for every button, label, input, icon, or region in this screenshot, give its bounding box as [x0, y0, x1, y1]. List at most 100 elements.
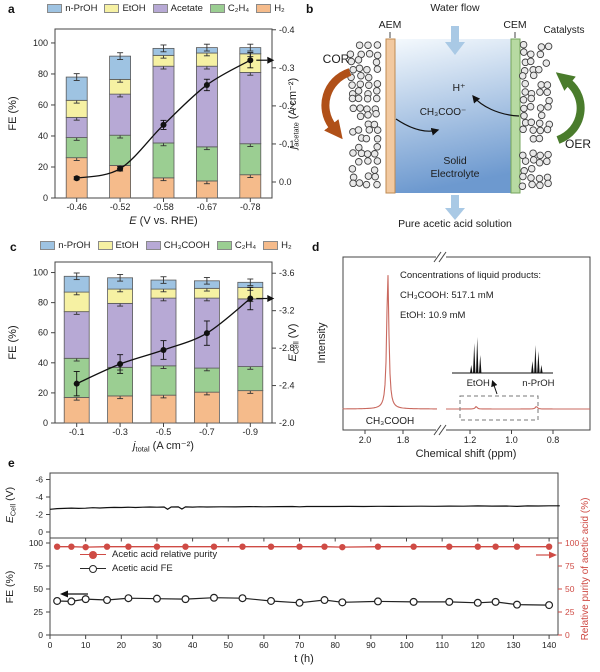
- catalyst-particle-icon: [535, 174, 544, 183]
- y-axis-label-ecell: ECell (V): [4, 487, 18, 523]
- catalyst-particle-icon: [355, 41, 364, 49]
- y-tick: 50: [34, 584, 44, 594]
- catalyst-particle-icon: [527, 94, 536, 103]
- y-tick-left: 100: [33, 38, 48, 48]
- line-point: [117, 361, 124, 368]
- panel-label-d: d: [312, 240, 320, 254]
- bar-segment: [107, 395, 133, 424]
- purity-point: [103, 543, 111, 550]
- catalyst-particle-icon: [521, 79, 529, 88]
- legend-label-acetate: Acetate: [170, 3, 203, 14]
- y-tick-left: 40: [38, 358, 48, 368]
- fe-point: [473, 598, 482, 607]
- legend-panel-e: Acetic acid relative purity Acetic acid …: [80, 549, 217, 574]
- x-tick: 1.0: [505, 435, 518, 445]
- catalyst-particle-icon: [535, 158, 544, 167]
- y-tick-right: -2.0: [279, 418, 295, 428]
- catalyst-particle-icon: [373, 157, 382, 165]
- catalyst-particle-icon: [544, 179, 552, 188]
- left-arrow-icon: [60, 590, 68, 598]
- catalyst-particle-icon: [529, 126, 537, 134]
- y-tick-right: 100: [565, 538, 579, 548]
- legend-item-fe: Acetic acid FE: [80, 563, 217, 574]
- x-axis-label: Chemical shift (ppm): [416, 448, 517, 460]
- catalyst-particle-icon: [365, 81, 373, 89]
- y-tick-left: 20: [38, 162, 48, 172]
- catalyst-particle-icon: [365, 126, 374, 134]
- catalyst-particle-icon: [542, 59, 551, 67]
- fe-point: [545, 601, 554, 610]
- catalyst-particle-icon: [527, 50, 535, 58]
- catalyst-particle-icon: [363, 94, 372, 103]
- x-tick: 120: [471, 640, 485, 650]
- legend-panel-a: n-PrOH EtOH Acetate C₂H₄ H₂: [30, 3, 302, 14]
- catalyst-particle-icon: [355, 179, 364, 187]
- catalyst-particle-icon: [363, 150, 372, 158]
- inset-peak: [534, 345, 537, 373]
- purity-point: [321, 543, 328, 550]
- x-tick: 20: [117, 640, 127, 650]
- purity-point: [296, 543, 303, 550]
- catalyst-particle-icon: [370, 150, 379, 158]
- catalyst-particle-icon: [362, 134, 371, 143]
- panel-label-b: b: [306, 2, 314, 16]
- right-arrow-icon: [549, 551, 557, 559]
- catalyst-particle-icon: [535, 119, 544, 128]
- legend-swatch-acetate: [152, 4, 168, 13]
- aem-membrane: [385, 38, 396, 194]
- catalyst-particle-icon: [349, 179, 357, 188]
- y-tick-right: 75: [565, 561, 575, 571]
- catalyst-particle-icon: [373, 65, 382, 73]
- catalyst-particle-icon: [356, 104, 364, 112]
- inset-peak: [473, 343, 476, 373]
- catalyst-particle-icon: [354, 56, 363, 64]
- y-axis-label-left: FE (%): [7, 96, 19, 130]
- catalyst-particle-icon: [529, 71, 538, 80]
- fe-point: [81, 595, 90, 604]
- catalyst-particle-icon: [371, 172, 379, 181]
- y-tick-right: -0.1: [279, 139, 295, 149]
- y-tick: 25: [34, 607, 44, 617]
- y-tick-left: 60: [38, 100, 48, 110]
- x-axis-label: jtotal (A cm⁻²): [131, 440, 194, 454]
- nmr-trace-baseline: [446, 405, 590, 410]
- catalyst-particle-icon: [354, 126, 363, 134]
- catalyst-particle-icon: [543, 88, 551, 96]
- purity-point: [53, 543, 61, 550]
- inset-peak: [531, 361, 534, 373]
- catalyst-particle-icon: [347, 57, 356, 66]
- catalyst-particle-icon: [362, 180, 371, 189]
- line-point: [247, 57, 254, 64]
- y-tick-right: 25: [565, 607, 575, 617]
- y-axis-label-purity: Relative purity of acetic acid (%): [580, 498, 591, 641]
- panel-d-nmr-chart: 2.0 1.8 1.2 1.0 0.8 EtOH n-PrOH Concentrations …: [316, 251, 591, 460]
- legend-item: EtOH: [104, 3, 146, 14]
- catalyst-particle-icon: [357, 71, 365, 80]
- catalyst-particle-icon: [519, 172, 527, 181]
- purity-point: [239, 543, 246, 550]
- legend-item: n-PrOH: [47, 3, 97, 14]
- catalyst-particle-icon: [349, 149, 357, 157]
- x-tick: -0.67: [197, 202, 218, 212]
- inset-peak: [479, 355, 482, 373]
- product-out-arrow-icon: [445, 195, 465, 220]
- y-tick-left: 20: [38, 388, 48, 398]
- oer-label: OER: [564, 137, 591, 151]
- inset-peak: [470, 365, 473, 373]
- nmr-trace-main-peak: [342, 275, 437, 410]
- catalyst-particles-right: [518, 40, 554, 190]
- right-arrow-icon: [267, 295, 275, 303]
- fe-point: [320, 596, 329, 605]
- ecell-trace: [49, 505, 560, 511]
- inset-peak: [540, 365, 543, 373]
- legend-label-ch3cooh: CH₃COOH: [163, 240, 210, 251]
- y-axis-label-left: FE (%): [7, 325, 19, 359]
- y-tick: -6: [35, 475, 43, 485]
- catalyst-particle-icon: [535, 65, 543, 74]
- catalyst-particle-icon: [519, 96, 528, 104]
- legend-item: C₂H₄: [216, 240, 256, 251]
- y-tick-left: 100: [33, 268, 48, 278]
- y-axis-label-right: ECell (V): [287, 324, 300, 362]
- annotation-line: CH₃COOH: 517.1 mM: [400, 290, 494, 301]
